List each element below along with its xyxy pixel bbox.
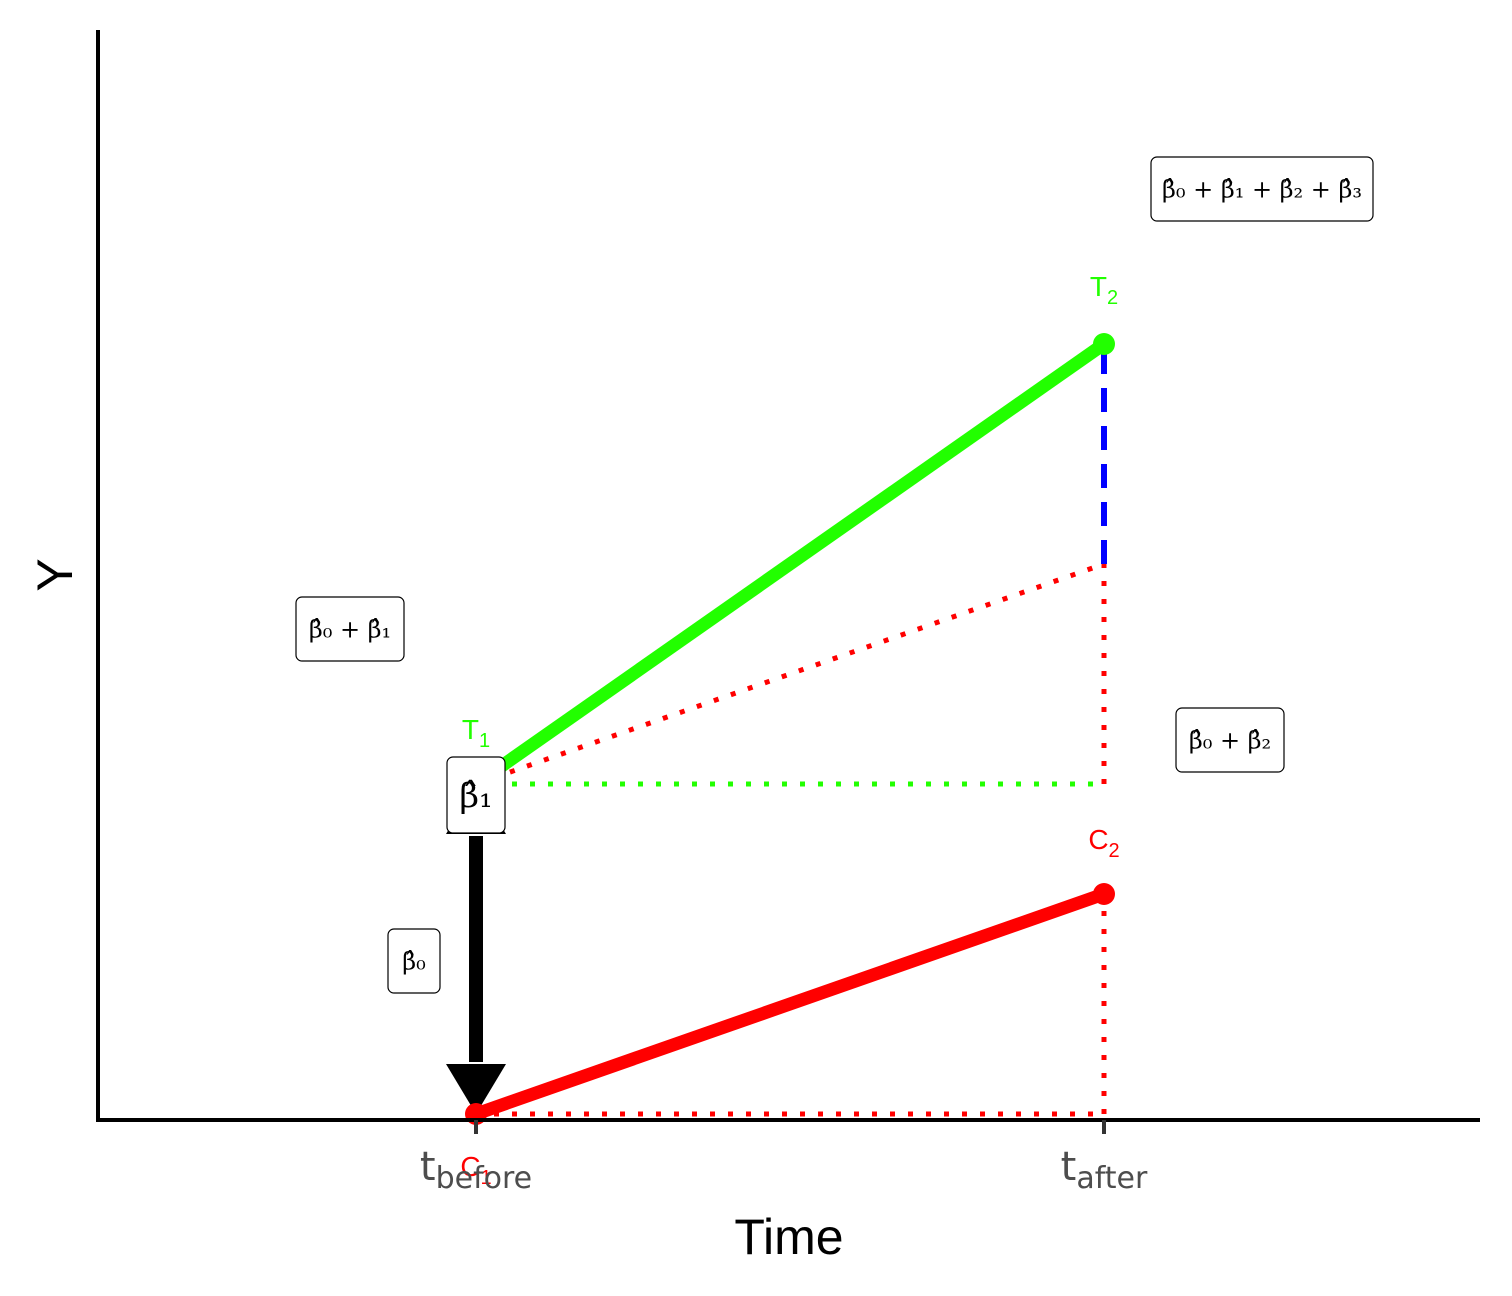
series-lines (472, 338, 1108, 1121)
point-labels: T1 T2 C1 C2 (460, 271, 1119, 1189)
anno-b0b1-text: β̂₀ + β̂₁ (309, 615, 391, 643)
x-tick-label-before: tbefore (420, 1144, 532, 1196)
anno-b0-text: β̂₀ (402, 947, 426, 975)
label-t2: T2 (1090, 271, 1118, 309)
anno-b0b1-box (295, 596, 405, 662)
point-t2 (1093, 333, 1115, 355)
label-t1: T1 (462, 714, 490, 752)
label-c2: C2 (1088, 824, 1119, 862)
anno-b0b2-box (1175, 707, 1285, 773)
anno-b1-box (446, 756, 506, 834)
coefficient-annotations: β̂₀ + β̂₁ + β̂₂ + β̂₃ β̂₀ + β̂₁ β̂₀ + β̂₂ β… (295, 156, 1374, 994)
counterfactual-trend-dotted (475, 561, 1105, 787)
label-c1: C1 (460, 1151, 491, 1189)
anno-b1-text: β̂₁ (459, 776, 492, 816)
reference-lines (475, 344, 1107, 1117)
anno-b0b2-text: β̂₀ + β̂₂ (1189, 726, 1271, 754)
x-axis-title: Time (734, 1209, 843, 1265)
anno-b0b1b2b3-text: β̂₀ + β̂₁ + β̂₂ + β̂₃ (1162, 175, 1362, 203)
x-tick-label-after: tafter (1061, 1144, 1148, 1196)
point-c2 (1093, 883, 1115, 905)
anno-b0-box (387, 928, 441, 994)
y-axis-title: Y (27, 558, 83, 591)
control-line (473, 887, 1107, 1121)
arrow-head-down (446, 1064, 506, 1114)
axes: tbefore tafter Time Y (27, 30, 1480, 1265)
treatment-line (472, 338, 1108, 790)
anno-b0b1b2b3-box (1150, 156, 1374, 222)
